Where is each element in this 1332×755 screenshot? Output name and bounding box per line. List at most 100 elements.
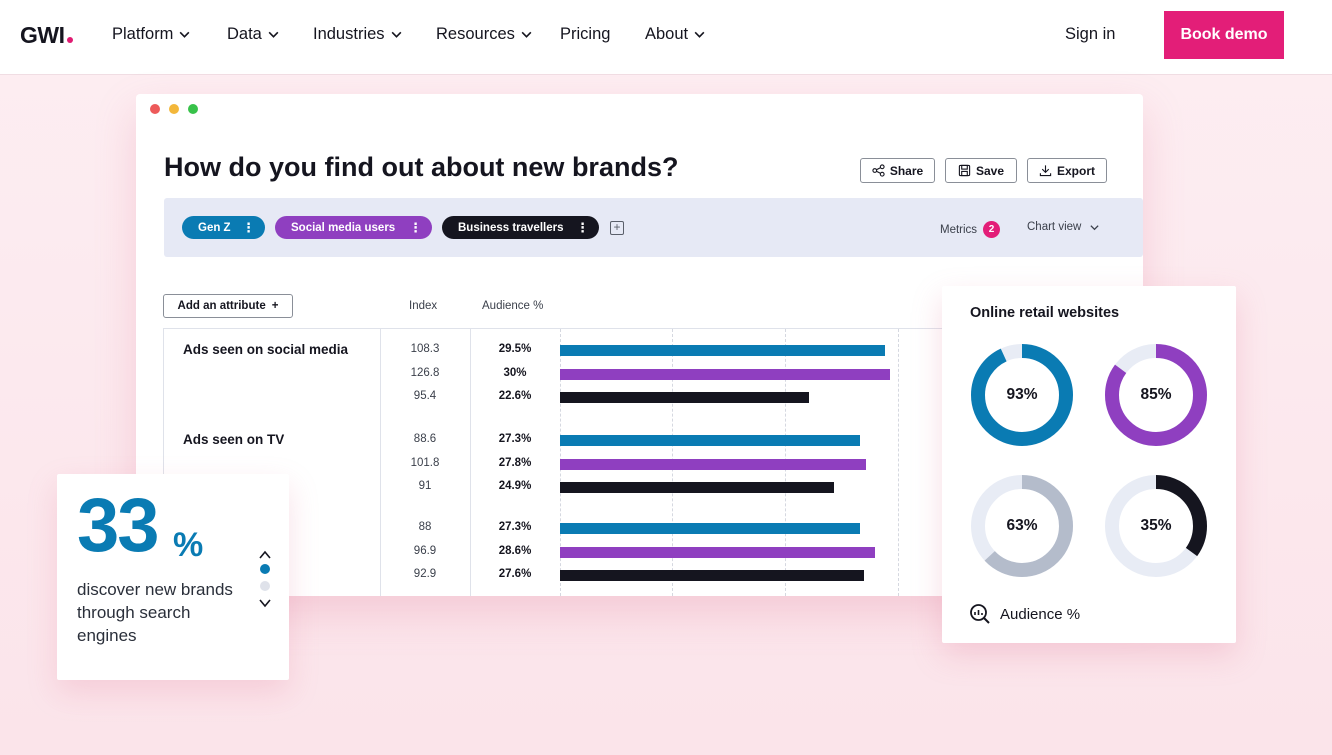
grid-line <box>898 329 899 596</box>
filter-chip-social-media-users[interactable]: Social media users ⋮ <box>275 216 432 239</box>
nav-label: Resources <box>436 25 515 43</box>
window-controls <box>150 104 198 114</box>
bar <box>560 546 875 558</box>
magnifier-chart-icon <box>970 604 990 624</box>
save-button[interactable]: Save <box>945 158 1017 183</box>
audience-value: 27.3% <box>498 521 532 533</box>
column-header-audience: Audience % <box>482 300 544 312</box>
chevron-down-icon <box>521 31 532 38</box>
row-label: Ads seen on TV <box>183 432 285 447</box>
window-minimize-dot <box>169 104 179 114</box>
nav-item-industries[interactable]: Industries <box>313 25 403 44</box>
chart-view-label: Chart view <box>1027 221 1082 233</box>
save-icon <box>958 164 971 177</box>
chevron-down-icon <box>1090 224 1099 230</box>
filter-bar: Gen Z ⋮ Social media users ⋮ Business trav… <box>164 198 1143 257</box>
chevron-down-icon <box>180 31 190 38</box>
logo-dot-icon <box>66 37 73 43</box>
bar <box>560 345 885 356</box>
audience-value: 27.8% <box>498 456 532 469</box>
add-filter-plus-icon[interactable]: + <box>610 221 624 235</box>
export-label: Export <box>1056 163 1095 178</box>
gwi-logo[interactable]: GWI <box>20 22 73 50</box>
donut-value-label: 93% <box>1006 386 1038 403</box>
bar <box>560 368 890 380</box>
share-label: Share <box>889 163 924 178</box>
donut-value-label: 63% <box>1006 517 1038 534</box>
stat-number: 33 <box>77 483 160 568</box>
donut-chart <box>971 475 1073 577</box>
donut-chart <box>1105 475 1207 577</box>
sign-in-link[interactable]: Sign in <box>1065 25 1116 43</box>
kebab-menu-icon[interactable]: ⋮ <box>409 219 422 235</box>
kebab-menu-icon[interactable]: ⋮ <box>576 219 589 235</box>
chevron-down-icon <box>268 31 279 38</box>
kebab-menu-icon[interactable]: ⋮ <box>242 219 255 235</box>
audience-value: 30% <box>503 366 527 379</box>
chevron-down-icon <box>694 31 705 38</box>
logo-text: GWI <box>20 22 65 48</box>
metrics-control[interactable]: Metrics 2 <box>940 221 1001 238</box>
donut-arc <box>971 344 1073 446</box>
column-divider <box>380 329 381 596</box>
donut-card: Online retail websites Audience % 93% 85%… <box>942 286 1236 643</box>
index-value: 88 <box>418 521 432 533</box>
audience-value: 22.6% <box>498 390 532 402</box>
share-button[interactable]: Share <box>860 158 935 183</box>
index-value: 88.6 <box>413 433 437 445</box>
nav-label: Platform <box>112 25 174 43</box>
metrics-count-badge: 2 <box>983 221 1001 238</box>
audience-label: Audience % <box>1000 605 1081 623</box>
filter-chip-gen-z[interactable]: Gen Z ⋮ <box>182 216 265 239</box>
audience-value: 24.9% <box>498 480 532 492</box>
row-label: Ads seen on social media <box>183 342 349 357</box>
chevron-down-icon <box>391 31 401 38</box>
nav-item-pricing[interactable]: Pricing <box>560 25 610 44</box>
index-value: 126.8 <box>410 366 440 379</box>
donut-arc <box>1105 344 1207 446</box>
metrics-label: Metrics <box>940 223 978 236</box>
plus-icon: + <box>271 300 279 312</box>
bar <box>560 458 866 470</box>
nav-label: About <box>645 25 689 43</box>
nav-label: Pricing <box>560 25 611 43</box>
stat-card: 33 % discover new brands through search … <box>57 474 289 680</box>
chevron-down-icon[interactable] <box>258 596 272 610</box>
donut-value-label: 35% <box>1140 517 1172 534</box>
bar <box>560 435 861 446</box>
carousel-dot-active[interactable] <box>260 564 270 574</box>
nav-item-resources[interactable]: Resources <box>436 25 533 44</box>
nav-item-data[interactable]: Data <box>227 25 280 44</box>
nav-item-platform[interactable]: Platform <box>112 25 191 44</box>
donut-arc <box>1105 475 1207 577</box>
window-close-dot <box>150 104 160 114</box>
donut-chart <box>1105 344 1207 446</box>
donut-arc <box>971 475 1073 577</box>
column-header-index: Index <box>409 300 438 312</box>
donut-value-label: 85% <box>1140 386 1172 403</box>
bar <box>560 570 864 581</box>
bar <box>560 523 861 534</box>
export-button[interactable]: Export <box>1027 158 1107 183</box>
index-value: 108.3 <box>410 343 440 355</box>
window-maximize-dot <box>188 104 198 114</box>
column-divider <box>470 329 471 596</box>
bar <box>560 482 834 493</box>
filter-chip-business-travellers[interactable]: Business travellers ⋮ <box>442 216 599 239</box>
chip-label: Business travellers <box>458 221 564 234</box>
audience-value: 27.3% <box>498 433 532 445</box>
chart-view-dropdown[interactable]: Chart view <box>1027 221 1100 233</box>
nav-item-about[interactable]: About <box>645 25 706 44</box>
donut-card-footer: Audience % <box>969 603 1080 625</box>
audience-value: 29.5% <box>498 343 532 355</box>
chevron-up-icon[interactable] <box>258 548 272 562</box>
carousel-dot[interactable] <box>260 581 270 591</box>
index-value: 92.9 <box>413 568 437 580</box>
index-value: 96.9 <box>413 544 437 557</box>
index-value: 101.8 <box>410 456 440 469</box>
nav-label: Industries <box>313 25 385 43</box>
add-attribute-button[interactable]: Add an attribute + <box>163 294 293 318</box>
chip-label: Social media users <box>291 221 396 234</box>
book-demo-button[interactable]: Book demo <box>1164 11 1284 59</box>
bar <box>560 392 809 403</box>
